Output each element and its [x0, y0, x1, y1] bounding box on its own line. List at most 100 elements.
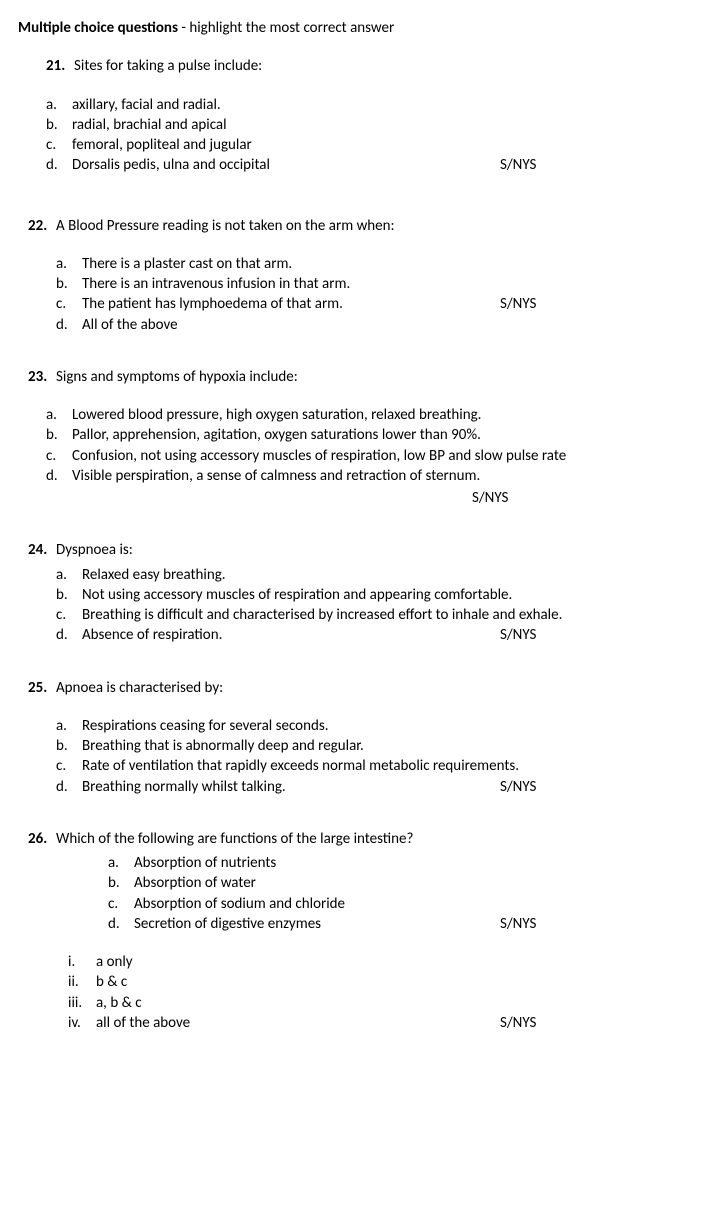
option-b[interactable]: b.Breathing that is abnormally deep and … [56, 736, 706, 756]
option-text: axillary, facial and radial. [72, 95, 706, 115]
option-d[interactable]: d.Visible perspiration, a sense of calmn… [46, 466, 706, 486]
option-text: Visible perspiration, a sense of calmnes… [72, 466, 706, 486]
snys-marker: S/NYS [500, 914, 536, 934]
option-letter: c. [56, 294, 82, 314]
option-text: Dorsalis pedis, ulna and occipital [72, 155, 706, 175]
option-text: Relaxed easy breathing. [82, 565, 706, 585]
option-text: Not using accessory muscles of respirati… [82, 585, 706, 605]
option-d[interactable]: d.Breathing normally whilst talking.S/NY… [56, 777, 706, 797]
roman-option-iii[interactable]: iii.a, b & c [68, 993, 706, 1013]
option-b[interactable]: b.Not using accessory muscles of respira… [56, 585, 706, 605]
option-letter: b. [46, 115, 72, 135]
snys-marker: S/NYS [500, 1013, 536, 1033]
option-text: femoral, popliteal and jugular [72, 135, 706, 155]
option-c[interactable]: c.Absorption of sodium and chloride [108, 894, 706, 914]
option-letter: b. [56, 585, 82, 605]
option-text: a, b & c [96, 993, 706, 1013]
question-26: 26. Which of the following are functions… [18, 829, 706, 1033]
question-23: 23. Signs and symptoms of hypoxia includ… [18, 367, 706, 509]
option-d[interactable]: d.Secretion of digestive enzymesS/NYS [108, 914, 706, 934]
option-text: All of the above [82, 315, 706, 335]
option-c[interactable]: c.Confusion, not using accessory muscles… [46, 446, 706, 466]
option-a[interactable]: a.Respirations ceasing for several secon… [56, 716, 706, 736]
option-text: a only [96, 952, 706, 972]
snys-marker: S/NYS [500, 294, 536, 314]
option-b[interactable]: b.radial, brachial and apical [46, 115, 706, 135]
option-c[interactable]: c.femoral, popliteal and jugular [46, 135, 706, 155]
option-b[interactable]: b.Pallor, apprehension, agitation, oxyge… [46, 425, 706, 445]
option-letter: a. [46, 95, 72, 115]
option-a[interactable]: a.There is a plaster cast on that arm. [56, 254, 706, 274]
option-text: radial, brachial and apical [72, 115, 706, 135]
option-a[interactable]: a.Relaxed easy breathing. [56, 565, 706, 585]
option-letter: d. [56, 625, 82, 645]
option-letter: c. [56, 756, 82, 776]
question-stem: Signs and symptoms of hypoxia include: [56, 367, 706, 387]
question-21: 21. Sites for taking a pulse include: a.… [18, 56, 706, 175]
option-letter: iv. [68, 1013, 96, 1033]
option-text: Absorption of water [134, 873, 706, 893]
option-c[interactable]: c.Rate of ventilation that rapidly excee… [56, 756, 706, 776]
option-text: Lowered blood pressure, high oxygen satu… [72, 405, 706, 425]
option-d[interactable]: d.Absence of respiration.S/NYS [56, 625, 706, 645]
option-letter: a. [56, 254, 82, 274]
page-header: Multiple choice questions - highlight th… [18, 18, 706, 38]
option-a[interactable]: a.axillary, facial and radial. [46, 95, 706, 115]
question-number: 24. [28, 540, 56, 560]
roman-option-i[interactable]: i.a only [68, 952, 706, 972]
option-letter: c. [46, 446, 72, 466]
option-letter: ii. [68, 972, 96, 992]
option-d[interactable]: d.All of the above [56, 315, 706, 335]
question-number: 21. [46, 56, 74, 76]
option-letter: a. [56, 716, 82, 736]
option-text: Absorption of nutrients [134, 853, 706, 873]
option-b[interactable]: b.Absorption of water [108, 873, 706, 893]
option-letter: c. [56, 605, 82, 625]
option-letter: b. [56, 736, 82, 756]
roman-option-ii[interactable]: ii.b & c [68, 972, 706, 992]
option-text: b & c [96, 972, 706, 992]
option-letter: c. [46, 135, 72, 155]
question-number: 26. [28, 829, 56, 849]
option-text: Secretion of digestive enzymes [134, 914, 706, 934]
option-letter: a. [46, 405, 72, 425]
option-text: Respirations ceasing for several seconds… [82, 716, 706, 736]
option-letter: iii. [68, 993, 96, 1013]
option-letter: a. [56, 565, 82, 585]
option-a[interactable]: a.Lowered blood pressure, high oxygen sa… [46, 405, 706, 425]
option-text: Absence of respiration. [82, 625, 706, 645]
option-text: Pallor, apprehension, agitation, oxygen … [72, 425, 706, 445]
snys-marker: S/NYS [472, 488, 706, 508]
option-text: Breathing is difficult and characterised… [82, 605, 706, 625]
question-number: 25. [28, 678, 56, 698]
option-letter: b. [46, 425, 72, 445]
question-25: 25. Apnoea is characterised by: a.Respir… [18, 678, 706, 797]
question-24: 24. Dyspnoea is: a.Relaxed easy breathin… [18, 540, 706, 645]
option-text: all of the above [96, 1013, 706, 1033]
question-stem: Apnoea is characterised by: [56, 678, 706, 698]
header-subtitle: - highlight the most correct answer [178, 19, 394, 37]
option-c[interactable]: c.The patient has lymphoedema of that ar… [56, 294, 706, 314]
option-letter: d. [46, 155, 72, 175]
option-d[interactable]: d.Dorsalis pedis, ulna and occipitalS/NY… [46, 155, 706, 175]
snys-marker: S/NYS [500, 625, 536, 645]
option-text: Rate of ventilation that rapidly exceeds… [82, 756, 706, 776]
option-b[interactable]: b.There is an intravenous infusion in th… [56, 274, 706, 294]
option-letter: b. [108, 873, 134, 893]
question-22: 22. A Blood Pressure reading is not take… [18, 216, 706, 335]
roman-option-iv[interactable]: iv.all of the aboveS/NYS [68, 1013, 706, 1033]
option-text: Breathing normally whilst talking. [82, 777, 706, 797]
option-letter: c. [108, 894, 134, 914]
snys-marker: S/NYS [500, 777, 536, 797]
option-letter: i. [68, 952, 96, 972]
header-title: Multiple choice questions [18, 19, 178, 37]
option-text: There is a plaster cast on that arm. [82, 254, 706, 274]
question-stem: Which of the following are functions of … [56, 829, 706, 849]
option-text: The patient has lymphoedema of that arm. [82, 294, 706, 314]
option-text: There is an intravenous infusion in that… [82, 274, 706, 294]
question-stem: Sites for taking a pulse include: [74, 56, 706, 76]
option-letter: d. [46, 466, 72, 486]
option-a[interactable]: a.Absorption of nutrients [108, 853, 706, 873]
option-c[interactable]: c.Breathing is difficult and characteris… [56, 605, 706, 625]
question-number: 22. [28, 216, 56, 236]
